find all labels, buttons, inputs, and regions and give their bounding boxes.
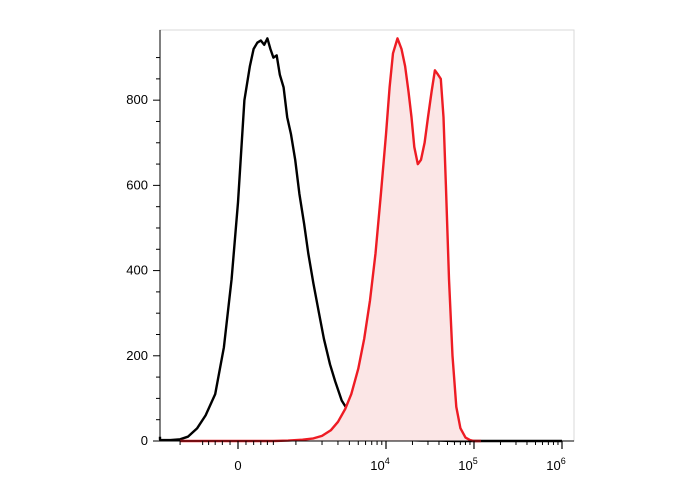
y-tick-label: 600 — [126, 177, 148, 192]
y-tick-label: 400 — [126, 263, 148, 278]
series-1-line — [180, 37, 481, 443]
x-tick-exponent: 6 — [561, 456, 566, 466]
x-tick-exponent: 5 — [473, 456, 478, 466]
x-tick-exponent: 4 — [385, 456, 390, 466]
series-layer — [158, 37, 562, 443]
y-axis-ticks: 0 200 400 600 800 — [126, 57, 160, 448]
y-tick-label: 200 — [126, 348, 148, 363]
x-tick-label: 105 — [458, 456, 477, 473]
x-tick-label: 106 — [546, 456, 565, 473]
x-tick-label: 0 — [234, 458, 241, 473]
y-tick-label: 0 — [141, 433, 148, 448]
x-axis-ticks: 0 104 105 106 — [179, 441, 566, 473]
y-tick-label: 800 — [126, 92, 148, 107]
x-tick-label: 104 — [370, 456, 389, 473]
series-1-fill — [180, 38, 481, 442]
